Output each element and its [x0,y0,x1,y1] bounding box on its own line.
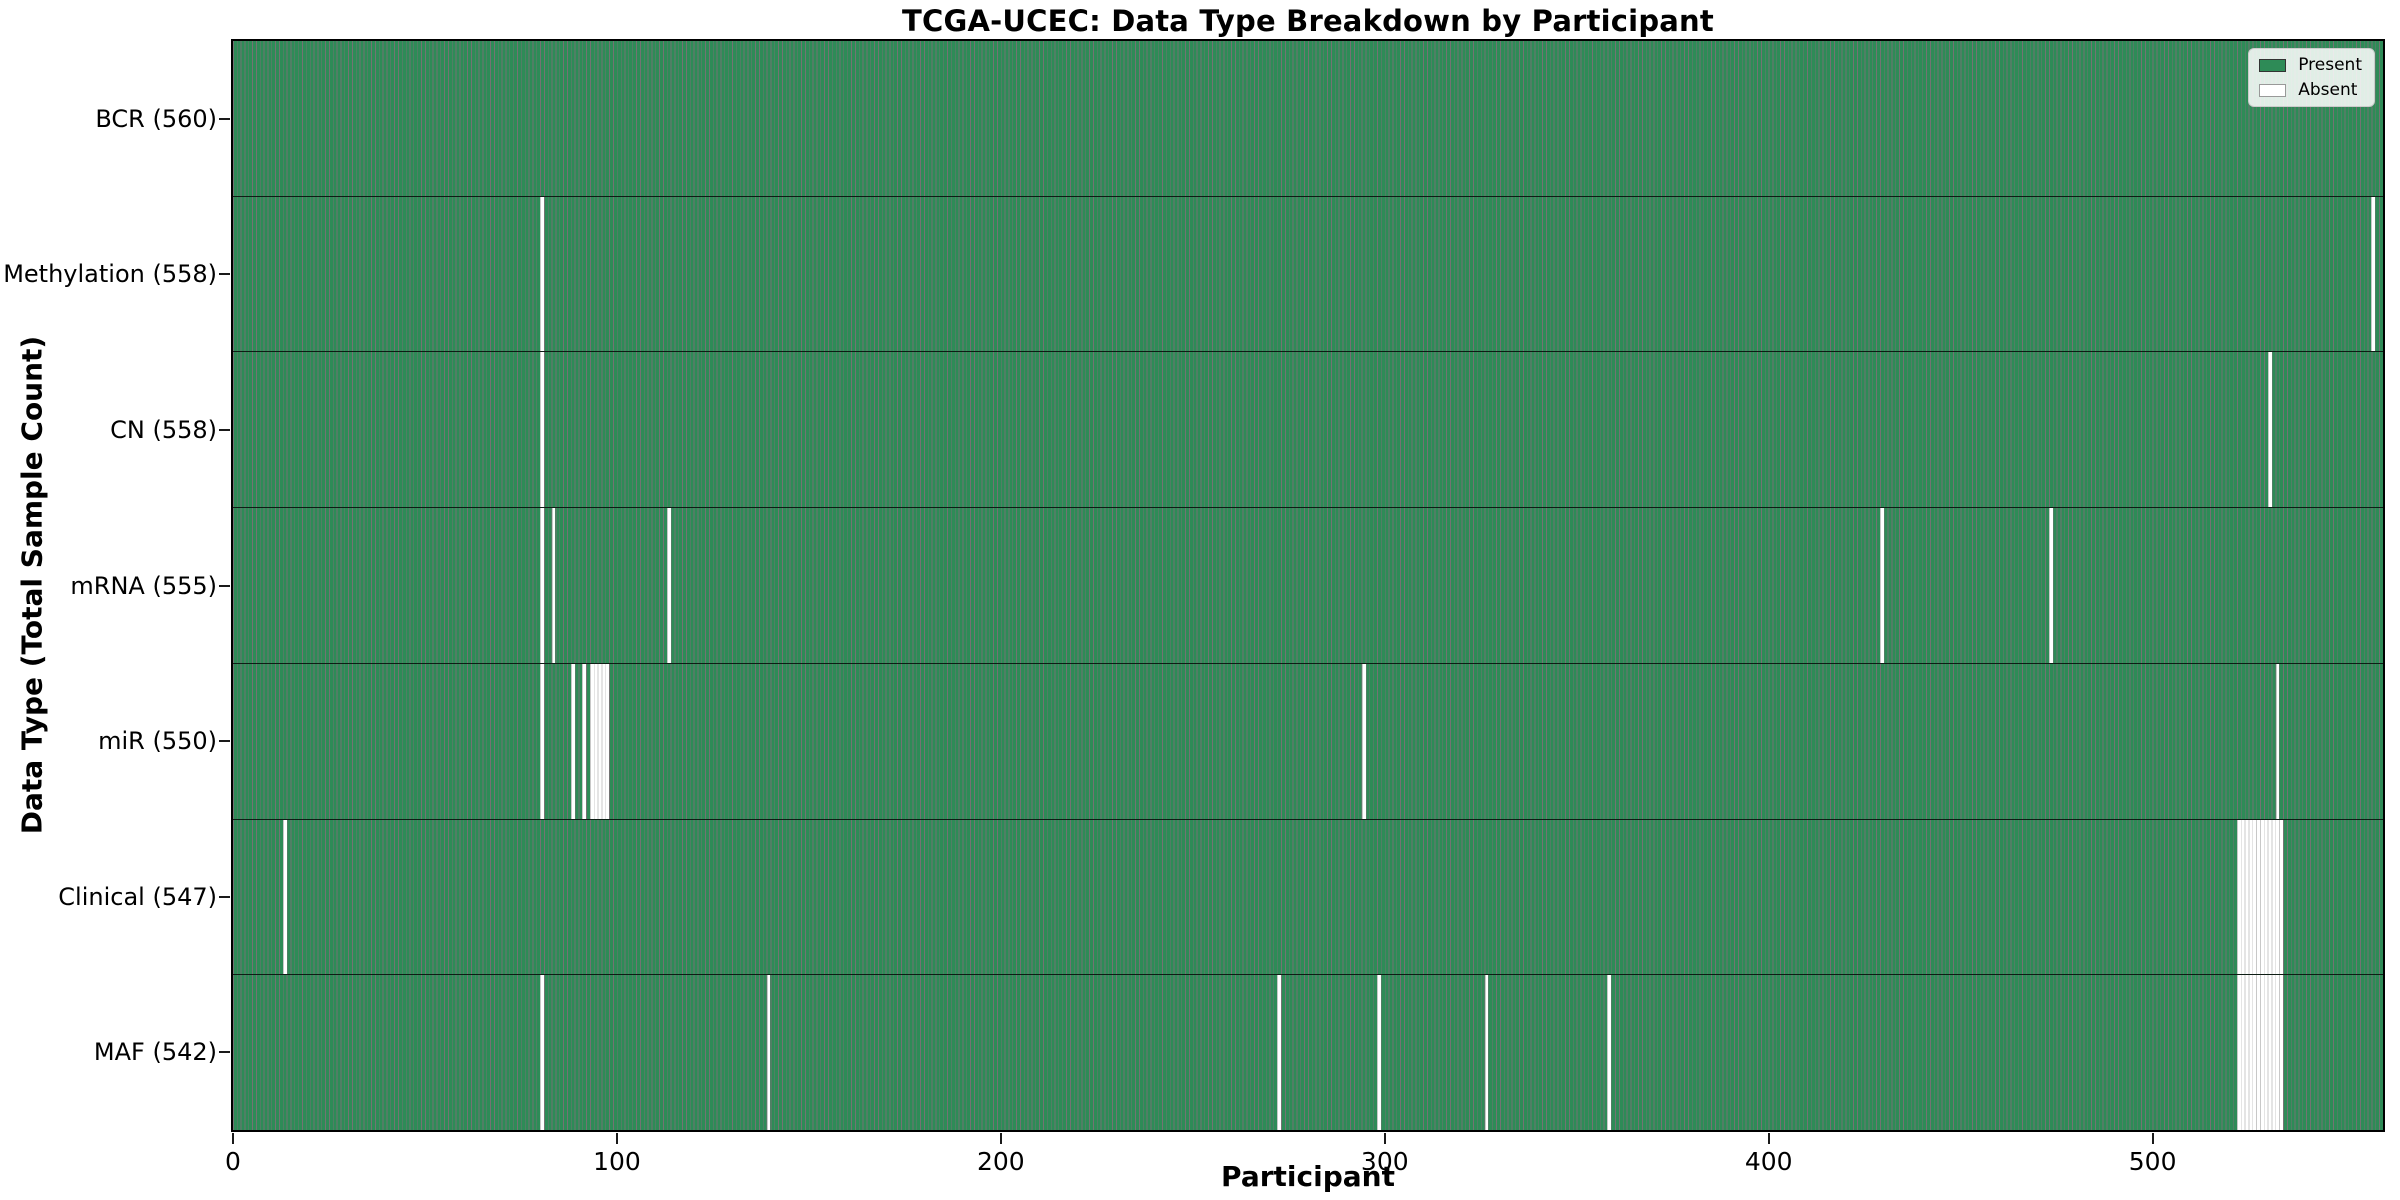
x-tick-label: 500 [2128,1147,2177,1176]
absent-segment [551,508,556,663]
absent-segment [1377,975,1381,1131]
x-tick-mark [232,1133,234,1144]
x-tick-label: 0 [225,1147,241,1176]
y-tick-mark [219,584,230,587]
datatype-row-maf [233,974,2383,1131]
y-axis-label: Data Type (Total Sample Count) [15,335,49,835]
absent-segment [666,508,671,663]
legend: Present Absent [2248,48,2375,107]
absent-swatch [2259,83,2287,97]
y-tick-mark [219,1051,230,1054]
y-tick-mark [219,273,230,276]
datatype-row-mrna [233,507,2383,663]
chart-title: TCGA-UCEC: Data Type Breakdown by Partic… [902,4,1714,38]
y-tick-label: miR (550) [98,727,217,756]
absent-segment [582,663,587,819]
y-tick-label: mRNA (555) [70,571,217,600]
x-tick-mark [1383,1133,1386,1144]
y-tick-label: BCR (560) [95,104,217,133]
plot-area: Present Absent BCR (560) Methylation (558… [3,39,2385,1176]
absent-segment [540,663,544,819]
absent-segment [540,508,544,663]
absent-segment [570,663,575,819]
datatype-row-cn [233,351,2383,508]
absent-segment [1361,663,1366,819]
y-tick-label: Clinical (547) [58,882,217,911]
absent-segment [2371,196,2376,352]
x-tick-mark [615,1133,618,1144]
absent-segment [2237,975,2284,1131]
absent-segment [540,196,544,352]
rows [233,41,2383,1131]
absent-segment [2237,819,2284,975]
y-tick-label: MAF (542) [93,1038,217,1067]
y-tick-mark [219,428,230,431]
x-tick-label: 300 [1360,1147,1409,1176]
datatype-row-bcr [233,41,2383,196]
legend-label-present: Present [2298,55,2362,75]
x-tick-mark [1767,1133,1770,1144]
absent-segment [1607,975,1612,1131]
absent-segment [282,819,287,975]
absent-segment [2048,508,2053,663]
y-tick-label: CN (558) [110,415,217,444]
absent-segment [2275,663,2280,819]
absent-segment [1277,975,1282,1131]
datatype-row-mir [233,662,2383,819]
x-tick-label: 400 [1744,1147,1793,1176]
x-tick-label: 100 [593,1147,641,1176]
absent-segment [540,975,544,1131]
x-axis-label: Participant [1221,1160,1395,1193]
datatype-row-methylation [233,195,2383,352]
y-tick-mark [219,895,230,898]
absent-segment [766,975,771,1131]
legend-item-present: Present [2259,55,2362,75]
datatype-row-clinical [233,818,2383,975]
absent-segment [1484,975,1489,1131]
absent-segment [1880,508,1884,663]
y-tick-mark [219,117,230,120]
legend-item-absent: Absent [2259,80,2362,100]
y-tick-mark [219,740,230,743]
x-tick-label: 200 [976,1147,1025,1176]
y-tick-label: Methylation (558) [3,260,217,289]
absent-segment [2267,352,2272,508]
x-tick-mark [999,1133,1002,1144]
present-swatch [2259,58,2287,72]
legend-label-absent: Absent [2298,80,2358,100]
absent-segment [590,663,610,819]
absent-segment [540,352,544,508]
x-tick-mark [2151,1133,2154,1144]
